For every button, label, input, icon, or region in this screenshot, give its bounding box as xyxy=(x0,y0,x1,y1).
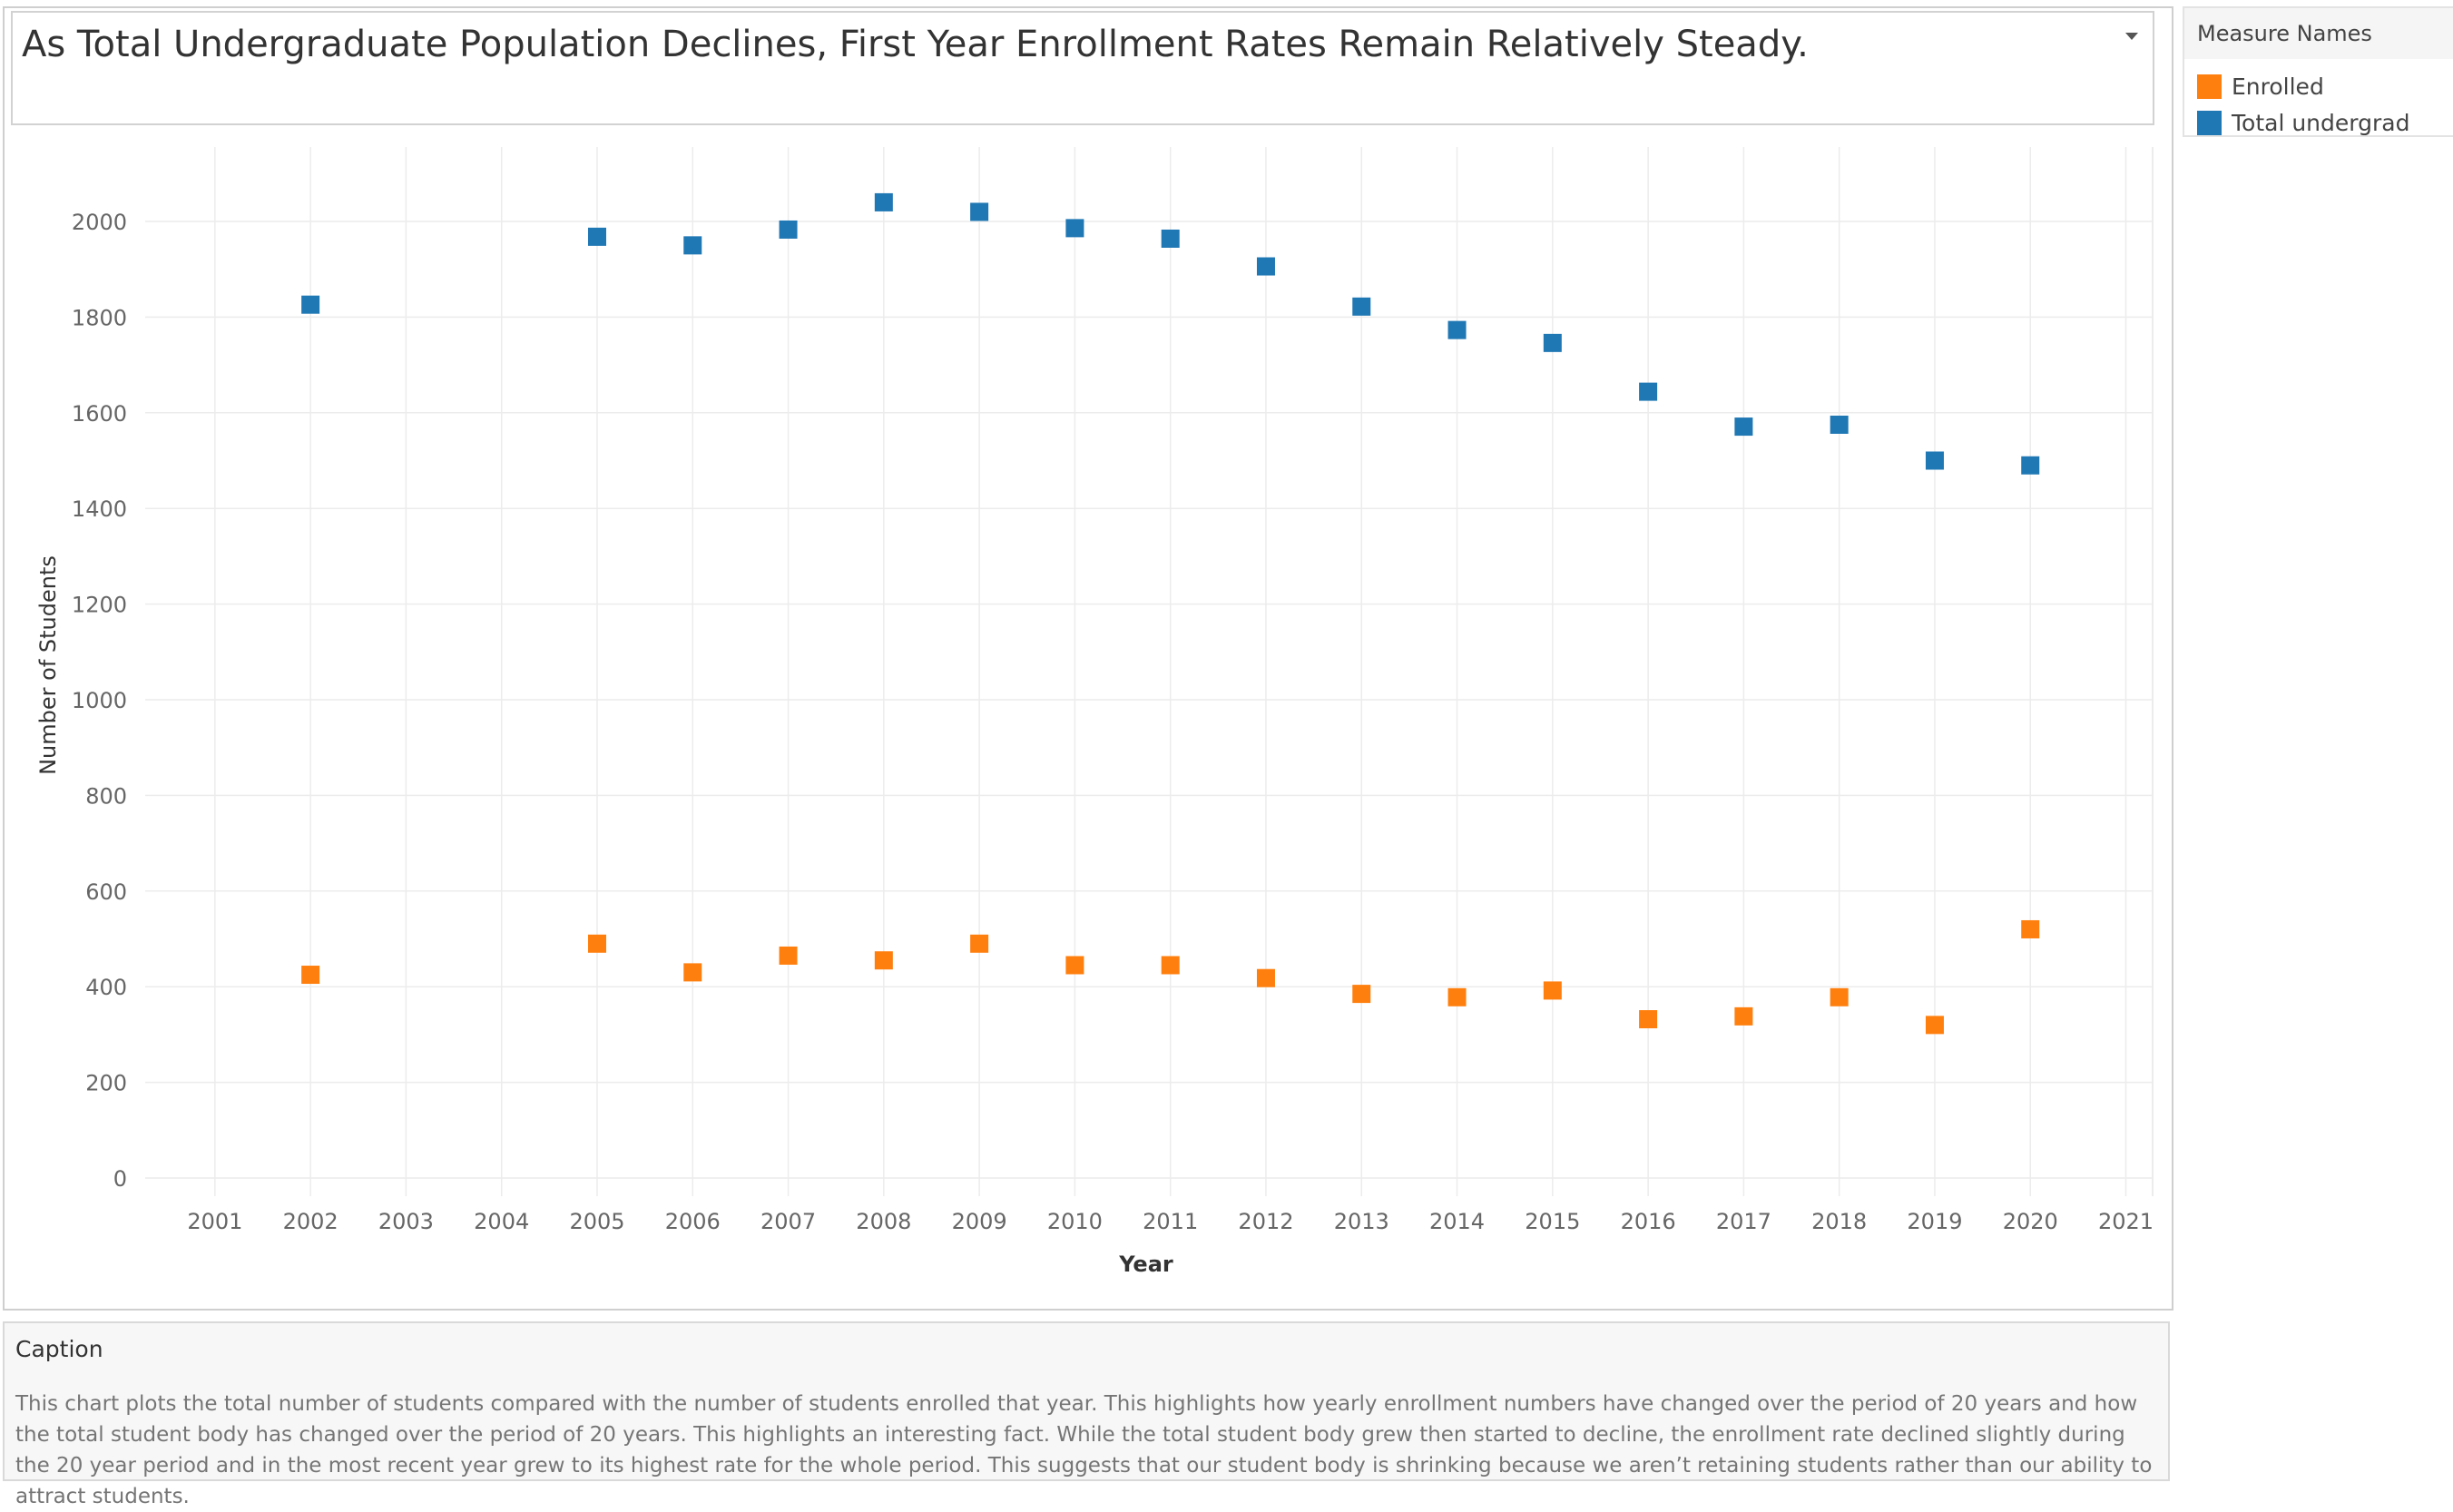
x-tick-label: 2018 xyxy=(1811,1209,1867,1234)
data-point-total-undergrad xyxy=(1065,219,1084,238)
caption-panel: Caption This chart plots the total numbe… xyxy=(3,1321,2170,1508)
legend: Measure Names Enrolled Total undergrad xyxy=(2183,6,2453,137)
data-point-total-undergrad xyxy=(1256,257,1275,276)
data-point-enrolled xyxy=(1161,956,1180,975)
y-axis-title: Number of Students xyxy=(35,555,61,775)
x-tick-label: 2004 xyxy=(474,1209,529,1234)
data-point-total-undergrad xyxy=(874,192,893,211)
data-point-total-undergrad xyxy=(1639,382,1658,401)
data-point-enrolled xyxy=(301,966,320,985)
x-tick-label: 2017 xyxy=(1716,1209,1771,1234)
x-tick-label: 2010 xyxy=(1047,1209,1103,1234)
data-point-total-undergrad xyxy=(1543,333,1562,352)
y-tick-label: 1800 xyxy=(72,305,127,330)
data-point-enrolled xyxy=(1639,1010,1658,1029)
title-box: As Total Undergraduate Population Declin… xyxy=(11,11,2154,125)
x-tick-label: 2005 xyxy=(569,1209,624,1234)
legend-header: Measure Names xyxy=(2184,8,2453,59)
data-point-total-undergrad xyxy=(1925,451,1944,470)
y-tick-label: 400 xyxy=(85,975,127,1000)
y-tick-label: 1600 xyxy=(72,401,127,427)
data-point-enrolled xyxy=(1256,968,1275,987)
data-point-total-undergrad xyxy=(2021,456,2040,475)
data-point-enrolled xyxy=(1065,956,1084,975)
data-point-enrolled xyxy=(1830,987,1849,1006)
dashboard-panel xyxy=(3,6,2173,1311)
legend-item-enrolled[interactable]: Enrolled xyxy=(2197,71,2324,102)
legend-item-total-undergrad[interactable]: Total undergrad xyxy=(2197,107,2409,138)
x-tick-label: 2019 xyxy=(1907,1209,1962,1234)
data-point-total-undergrad xyxy=(587,227,606,246)
x-tick-label: 2003 xyxy=(378,1209,434,1234)
data-point-enrolled xyxy=(1543,981,1562,1000)
data-point-enrolled xyxy=(587,934,606,953)
legend-swatch-total-undergrad xyxy=(2197,110,2222,135)
data-point-enrolled xyxy=(970,934,989,953)
data-point-total-undergrad xyxy=(301,295,320,314)
legend-label-total-undergrad: Total undergrad xyxy=(2232,109,2410,136)
data-point-total-undergrad xyxy=(970,202,989,221)
data-point-total-undergrad xyxy=(1830,415,1849,434)
y-tick-label: 2000 xyxy=(72,210,127,235)
legend-label-enrolled: Enrolled xyxy=(2232,73,2324,100)
x-tick-label: 2011 xyxy=(1143,1209,1198,1234)
x-tick-label: 2020 xyxy=(2003,1209,2058,1234)
grid-lines xyxy=(145,147,2154,1196)
data-point-enrolled xyxy=(1352,985,1371,1004)
chevron-down-icon[interactable] xyxy=(2125,33,2138,40)
data-point-enrolled xyxy=(1447,987,1467,1006)
x-tick-label: 2007 xyxy=(760,1209,816,1234)
legend-swatch-enrolled xyxy=(2197,74,2222,99)
y-tick-label: 0 xyxy=(113,1166,127,1192)
data-point-total-undergrad xyxy=(1352,297,1371,316)
y-tick-label: 200 xyxy=(85,1071,127,1096)
data-point-total-undergrad xyxy=(683,236,702,255)
x-tick-label: 2013 xyxy=(1334,1209,1389,1234)
y-tick-label: 600 xyxy=(85,879,127,905)
legend-title: Measure Names xyxy=(2197,21,2372,46)
data-point-total-undergrad xyxy=(1161,229,1180,248)
x-tick-label: 2014 xyxy=(1429,1209,1485,1234)
caption-title: Caption xyxy=(15,1336,103,1362)
x-axis-title: Year xyxy=(1118,1252,1173,1277)
chart-area: 2001 2002 2003 2004 2005 2006 2007 2008 2009 2010… xyxy=(35,147,2154,1277)
y-tick-label: 1200 xyxy=(72,593,127,618)
axes: 2001 2002 2003 2004 2005 2006 2007 2008 2009 2010… xyxy=(72,210,2154,1234)
data-point-enrolled xyxy=(1925,1016,1944,1035)
data-point-enrolled xyxy=(683,963,702,982)
chart-title: As Total Undergraduate Population Declin… xyxy=(22,24,1809,65)
data-point-total-undergrad xyxy=(1734,417,1753,437)
x-tick-label: 2016 xyxy=(1621,1209,1676,1234)
y-tick-label: 1400 xyxy=(72,496,127,522)
x-tick-label: 2008 xyxy=(856,1209,911,1234)
data-marks xyxy=(301,192,2040,1035)
caption-text: This chart plots the total number of stu… xyxy=(15,1392,2153,1508)
x-tick-label: 2015 xyxy=(1525,1209,1580,1234)
data-point-total-undergrad xyxy=(779,220,798,239)
x-tick-label: 2006 xyxy=(665,1209,721,1234)
x-tick-label: 2002 xyxy=(283,1209,339,1234)
data-point-enrolled xyxy=(1734,1006,1753,1026)
data-point-total-undergrad xyxy=(1447,320,1467,339)
y-tick-label: 1000 xyxy=(72,688,127,713)
data-point-enrolled xyxy=(779,946,798,965)
x-tick-label: 2009 xyxy=(952,1209,1007,1234)
data-point-enrolled xyxy=(2021,919,2040,938)
x-tick-label: 2001 xyxy=(187,1209,242,1234)
y-tick-label: 800 xyxy=(85,783,127,809)
x-tick-label: 2021 xyxy=(2098,1209,2154,1234)
x-tick-label: 2012 xyxy=(1238,1209,1293,1234)
data-point-enrolled xyxy=(874,951,893,970)
